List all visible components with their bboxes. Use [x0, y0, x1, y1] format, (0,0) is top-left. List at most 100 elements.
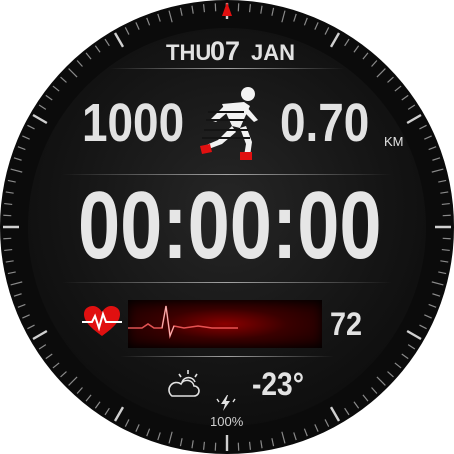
bezel-tick	[27, 124, 35, 130]
month: JAN	[251, 40, 296, 65]
bezel-tick	[85, 394, 92, 402]
divider-middle-top	[62, 174, 392, 175]
bezel-tick	[432, 157, 441, 161]
bezel-tick	[113, 406, 125, 422]
bezel-tick	[45, 94, 53, 101]
bezel-tick	[314, 22, 319, 30]
bezel-tick	[191, 440, 194, 449]
bezel-tick	[353, 45, 360, 53]
bezel-tick	[260, 440, 263, 449]
bezel-tick	[7, 271, 16, 275]
bezel-tick	[157, 13, 161, 22]
battery-percent: 100%	[210, 414, 244, 429]
bezel-tick	[376, 376, 386, 386]
bezel-tick	[52, 362, 60, 369]
bezel-tick	[271, 438, 275, 447]
bezel-tick	[22, 135, 30, 140]
bezel-tick	[424, 135, 432, 140]
bezel-tick	[324, 419, 330, 427]
bezel-tick	[407, 104, 416, 110]
bezel-tick	[431, 281, 444, 286]
bezel-tick	[441, 248, 450, 252]
bezel-tick	[428, 303, 437, 308]
bezel-tick	[13, 157, 22, 161]
bezel-tick	[293, 13, 297, 22]
bezel-tick	[394, 362, 402, 369]
bezel-tick	[168, 10, 173, 23]
day-of-month: 07	[210, 36, 241, 66]
bezel-tick	[4, 202, 13, 206]
bezel-tick	[362, 394, 369, 402]
bezel-tick	[68, 68, 78, 78]
charging-bolt-icon	[216, 395, 236, 411]
bezel-tick	[104, 38, 110, 47]
bezel-tick	[10, 281, 23, 286]
day-of-week: THU	[166, 40, 212, 65]
bezel-tick	[303, 428, 308, 437]
bezel-tick	[22, 314, 30, 319]
bezel-tick	[85, 52, 92, 60]
bezel-tick	[168, 431, 173, 444]
bezel-tick	[52, 85, 60, 92]
bezel-tick	[38, 344, 47, 350]
bezel-tick	[124, 27, 130, 35]
bezel-tick	[353, 401, 360, 409]
cloudy-sun-icon	[168, 370, 200, 397]
bezel-tick	[202, 441, 206, 450]
bezel-tick	[438, 271, 447, 275]
divider-top	[110, 68, 344, 69]
bezel-tick	[281, 431, 286, 444]
bezel-tick	[371, 60, 378, 67]
bezel-tick	[104, 407, 110, 416]
bezel-tick	[27, 324, 35, 330]
bezel-tick	[94, 401, 101, 409]
bezel-tick	[135, 424, 140, 432]
bezel-tick	[13, 293, 22, 297]
bezel-tick	[387, 76, 394, 83]
bezel-tick	[432, 293, 441, 297]
bezel-tick	[401, 353, 409, 360]
bezel-tick	[281, 10, 286, 23]
bezel-tick	[248, 4, 252, 13]
bezel-tick	[202, 4, 206, 13]
bezel-tick	[314, 424, 319, 432]
ecg-wave-icon	[128, 305, 238, 340]
bezel-tick	[271, 7, 275, 16]
bezel-tick	[76, 60, 83, 67]
temperature-value: -23°	[252, 366, 304, 402]
divider-middle-bottom	[62, 282, 392, 283]
bezel-tick	[76, 387, 83, 394]
twelve-marker-icon	[222, 2, 232, 16]
bezel-tick	[406, 329, 422, 341]
bezel-tick	[191, 5, 194, 14]
bezel-tick	[376, 68, 386, 78]
bezel-tick	[407, 344, 416, 350]
bezel-tick	[440, 191, 449, 194]
bezel-tick	[344, 407, 350, 416]
bezel-tick	[135, 22, 140, 30]
bezel-tick	[440, 260, 449, 263]
bezel-tick	[324, 27, 330, 35]
distance-unit: KM	[384, 134, 404, 149]
distance-value: 0.70	[280, 93, 370, 153]
bezel-tick	[7, 179, 16, 183]
bezel-tick	[293, 432, 297, 441]
bezel-tick	[146, 17, 151, 26]
bezel-tick	[428, 146, 437, 151]
bezel-tick	[329, 32, 341, 48]
stopwatch-time: 00:00:00	[78, 172, 382, 279]
heart-rate-value: 72	[330, 306, 363, 342]
bezel-tick	[157, 432, 161, 441]
bezel-tick	[431, 168, 444, 173]
bezel-tick	[94, 45, 101, 53]
bezel-tick	[38, 104, 47, 110]
bezel-tick	[4, 248, 13, 252]
bezel-tick	[113, 32, 125, 48]
bezel-tick	[344, 38, 350, 47]
bezel-tick	[401, 94, 409, 101]
dial	[28, 28, 426, 426]
bezel-tick	[371, 387, 378, 394]
bezel-tick	[60, 371, 67, 378]
